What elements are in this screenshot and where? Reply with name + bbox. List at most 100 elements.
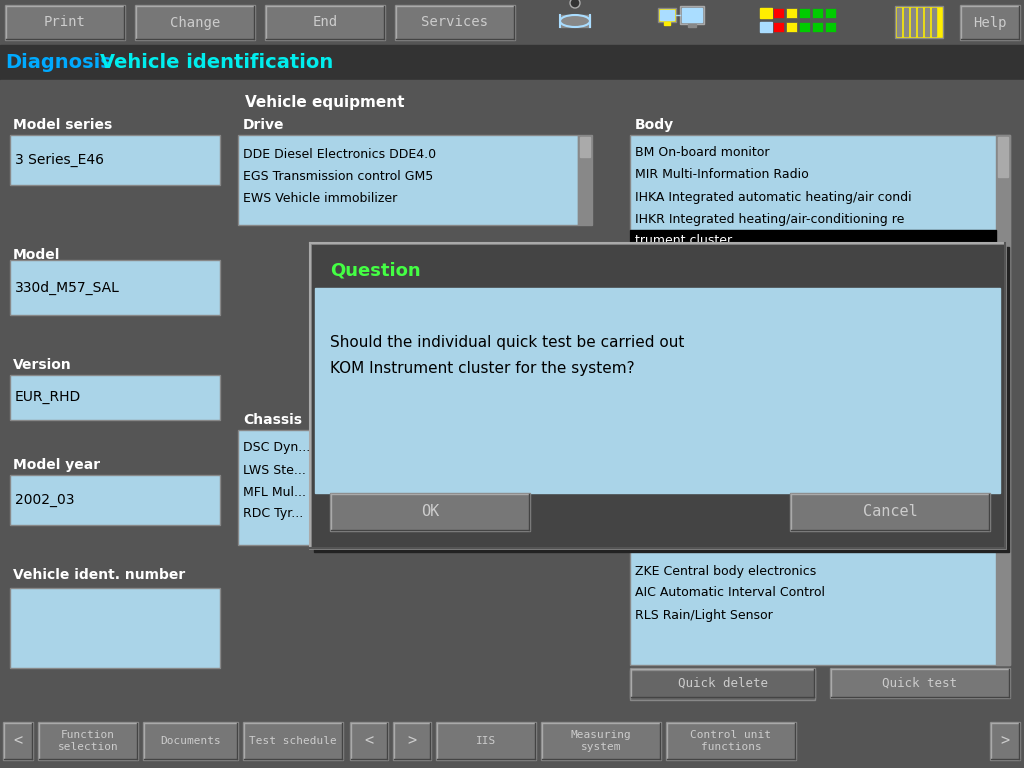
Text: OK: OK: [421, 505, 439, 519]
Bar: [630, 230, 996, 252]
Bar: [3, 722, 33, 760]
Circle shape: [570, 0, 580, 8]
Bar: [545, 10, 605, 32]
Bar: [918, 8, 922, 36]
Text: IHKR Integrated heating/air-conditioning re: IHKR Integrated heating/air-conditioning…: [635, 213, 904, 226]
Text: MFL Mul...: MFL Mul...: [243, 485, 306, 498]
Text: Body: Body: [635, 118, 674, 132]
Text: Should the individual quick test be carried out: Should the individual quick test be carr…: [330, 336, 684, 350]
Bar: [668, 724, 794, 758]
Bar: [143, 722, 238, 760]
Bar: [932, 8, 936, 36]
Text: DDE Diesel Electronics DDE4.0: DDE Diesel Electronics DDE4.0: [243, 148, 436, 161]
Bar: [996, 135, 1010, 665]
Text: KOM Instrument cluster for the system?: KOM Instrument cluster for the system?: [330, 360, 635, 376]
Bar: [660, 10, 674, 20]
Text: IHKA Integrated automatic heating/air condi: IHKA Integrated automatic heating/air co…: [635, 190, 911, 204]
Bar: [825, 22, 836, 32]
Text: 3 Series_E46: 3 Series_E46: [15, 153, 104, 167]
Bar: [315, 288, 1000, 493]
Text: Measuring
system: Measuring system: [570, 730, 632, 752]
Text: >: >: [408, 733, 417, 749]
Bar: [245, 724, 341, 758]
Text: Function
selection: Function selection: [57, 730, 119, 752]
Bar: [578, 135, 592, 225]
Bar: [760, 22, 772, 32]
Text: BM On-board monitor: BM On-board monitor: [635, 147, 769, 160]
Text: Version: Version: [13, 358, 72, 372]
Text: Distance Control: Distance Control: [635, 323, 739, 336]
Bar: [38, 722, 138, 760]
Bar: [137, 7, 253, 38]
Text: IIS: IIS: [476, 736, 496, 746]
Text: EUR_RHD: EUR_RHD: [15, 390, 81, 405]
Bar: [580, 137, 590, 157]
Bar: [0, 718, 1024, 768]
Text: LWS Ste...: LWS Ste...: [243, 464, 306, 476]
Text: ing/tilting sunroof: ing/tilting sunroof: [635, 411, 745, 423]
Bar: [265, 5, 385, 40]
Text: Print: Print: [44, 15, 86, 29]
Bar: [792, 495, 988, 529]
Text: t memory, driver: t memory, driver: [635, 389, 741, 402]
Bar: [0, 0, 1024, 45]
Text: trument cluster: trument cluster: [635, 234, 732, 247]
Bar: [831, 670, 1008, 696]
Bar: [786, 8, 797, 18]
Bar: [436, 722, 536, 760]
Bar: [395, 724, 429, 758]
Text: EGS Transmission control GM5: EGS Transmission control GM5: [243, 170, 433, 184]
Text: Model: Model: [13, 248, 60, 262]
Bar: [332, 495, 528, 529]
Bar: [682, 8, 702, 22]
Text: Mirror memory, passenger: Mirror memory, passenger: [635, 455, 801, 468]
Text: Diagnosis: Diagnosis: [5, 52, 112, 71]
Bar: [314, 247, 1009, 552]
Bar: [990, 722, 1020, 760]
Bar: [992, 724, 1018, 758]
Bar: [630, 668, 815, 698]
Bar: [560, 15, 590, 27]
Bar: [688, 24, 696, 27]
Text: Quick test: Quick test: [883, 677, 957, 690]
Text: Documents: Documents: [160, 736, 221, 746]
Text: <: <: [13, 733, 23, 749]
Text: <: <: [365, 733, 374, 749]
Text: Question: Question: [330, 262, 421, 280]
Bar: [330, 493, 530, 531]
Text: BIT Basis Interface Telephone: BIT Basis Interface Telephone: [635, 521, 820, 534]
Bar: [799, 8, 810, 18]
Text: Quick delete: Quick delete: [678, 677, 768, 690]
Bar: [243, 722, 343, 760]
Bar: [630, 670, 815, 700]
Bar: [786, 22, 797, 32]
Bar: [630, 135, 1010, 665]
Bar: [310, 243, 1005, 548]
Bar: [773, 22, 784, 32]
Bar: [0, 45, 1024, 80]
Bar: [790, 493, 990, 531]
Text: Drive: Drive: [243, 118, 285, 132]
Bar: [10, 475, 220, 525]
Text: igation computer: igation computer: [635, 300, 742, 313]
Text: Services: Services: [422, 15, 488, 29]
Text: t switching centre: t switching centre: [635, 257, 748, 270]
Text: EWS Vehicle immobilizer: EWS Vehicle immobilizer: [243, 193, 397, 206]
Text: phone interface: phone interface: [635, 498, 734, 511]
Bar: [395, 5, 515, 40]
Bar: [543, 724, 659, 758]
Bar: [812, 22, 823, 32]
Bar: [904, 8, 908, 36]
Bar: [350, 722, 388, 760]
Ellipse shape: [560, 15, 590, 27]
Bar: [10, 260, 220, 315]
Bar: [40, 724, 136, 758]
Bar: [393, 722, 431, 760]
Bar: [812, 8, 823, 18]
Bar: [5, 724, 31, 758]
Text: End: End: [312, 15, 338, 29]
Text: Vehicle ident. number: Vehicle ident. number: [13, 568, 185, 582]
Text: Vehicle identification: Vehicle identification: [100, 52, 333, 71]
Bar: [0, 80, 1024, 720]
Text: Vehicle equipment: Vehicle equipment: [246, 95, 404, 111]
